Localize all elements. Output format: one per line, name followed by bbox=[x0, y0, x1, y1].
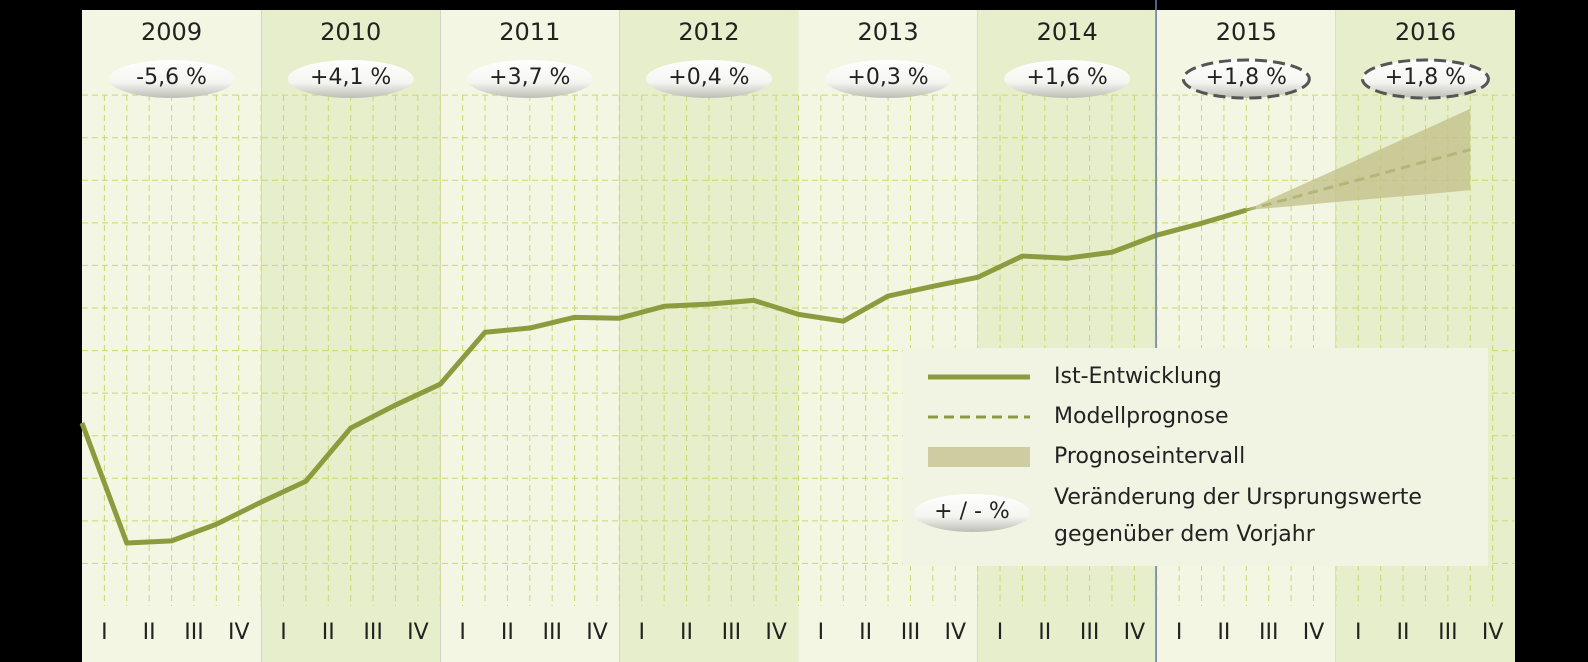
year-label: 2011 bbox=[499, 18, 560, 46]
legend-note: gegenüber dem Vorjahr bbox=[1054, 522, 1316, 547]
x-tick-label: I bbox=[1355, 620, 1362, 645]
x-tick-label: III bbox=[184, 620, 203, 645]
change-label: +0,3 % bbox=[847, 65, 928, 90]
x-tick-label: I bbox=[459, 620, 466, 645]
change-label: +3,7 % bbox=[489, 65, 570, 90]
change-badge bbox=[1360, 58, 1490, 100]
legend-label: Modellprognose bbox=[1054, 404, 1229, 429]
change-label: +1,8 % bbox=[1385, 65, 1466, 90]
year-label: 2010 bbox=[320, 18, 381, 46]
x-tick-label: II bbox=[501, 620, 514, 645]
forecast-band bbox=[1246, 108, 1471, 211]
change-label: +1,8 % bbox=[1206, 65, 1287, 90]
legend-label: Ist-Entwicklung bbox=[1054, 364, 1222, 389]
change-badge bbox=[1004, 60, 1131, 98]
x-tick-label: II bbox=[1038, 620, 1051, 645]
year-label: 2009 bbox=[141, 18, 202, 46]
x-tick-label: IV bbox=[1303, 620, 1325, 645]
x-tick-label: II bbox=[143, 620, 156, 645]
x-tick-label: II bbox=[1397, 620, 1410, 645]
x-tick-label: IV bbox=[586, 620, 608, 645]
legend-badge-label: + / - % bbox=[934, 499, 1010, 524]
x-tick-label: II bbox=[1217, 620, 1230, 645]
x-tick-label: III bbox=[901, 620, 920, 645]
year-label: 2015 bbox=[1216, 18, 1277, 46]
x-tick-label: II bbox=[322, 620, 335, 645]
change-badge bbox=[645, 60, 772, 98]
x-tick-label: IV bbox=[765, 620, 787, 645]
x-tick-label: I bbox=[101, 620, 108, 645]
change-badge bbox=[108, 60, 235, 98]
actual-line bbox=[79, 207, 1248, 546]
change-badge bbox=[287, 60, 414, 98]
change-label: +4,1 % bbox=[310, 65, 391, 90]
x-tick-label: IV bbox=[1124, 620, 1146, 645]
x-tick-label: IV bbox=[228, 620, 250, 645]
legend-label: Prognoseintervall bbox=[1054, 444, 1245, 469]
legend-badge bbox=[914, 494, 1030, 532]
x-tick-label: IV bbox=[1482, 620, 1504, 645]
change-label: +0,4 % bbox=[668, 65, 749, 90]
change-label: +1,6 % bbox=[1027, 65, 1108, 90]
x-tick-label: I bbox=[1176, 620, 1183, 645]
x-tick-label: III bbox=[1438, 620, 1457, 645]
change-badge bbox=[1181, 58, 1311, 100]
x-tick-label: III bbox=[722, 620, 741, 645]
legend-note: Veränderung der Ursprungswerte bbox=[1054, 485, 1422, 510]
year-label: 2014 bbox=[1037, 18, 1098, 46]
change-badge bbox=[466, 60, 593, 98]
x-tick-label: II bbox=[859, 620, 872, 645]
x-tick-label: III bbox=[542, 620, 561, 645]
x-tick-label: II bbox=[680, 620, 693, 645]
x-tick-label: III bbox=[363, 620, 382, 645]
year-label: 2012 bbox=[678, 18, 739, 46]
x-tick-label: III bbox=[1259, 620, 1278, 645]
x-tick-label: IV bbox=[407, 620, 429, 645]
year-label: 2016 bbox=[1395, 18, 1456, 46]
x-tick-label: IV bbox=[944, 620, 966, 645]
change-badge bbox=[825, 60, 952, 98]
x-tick-label: III bbox=[1080, 620, 1099, 645]
x-tick-label: I bbox=[639, 620, 646, 645]
change-label: -5,6 % bbox=[136, 65, 207, 90]
legend-swatch bbox=[928, 447, 1030, 467]
x-tick-label: I bbox=[818, 620, 825, 645]
x-tick-label: I bbox=[997, 620, 1004, 645]
year-label: 2013 bbox=[858, 18, 919, 46]
x-tick-label: I bbox=[280, 620, 287, 645]
